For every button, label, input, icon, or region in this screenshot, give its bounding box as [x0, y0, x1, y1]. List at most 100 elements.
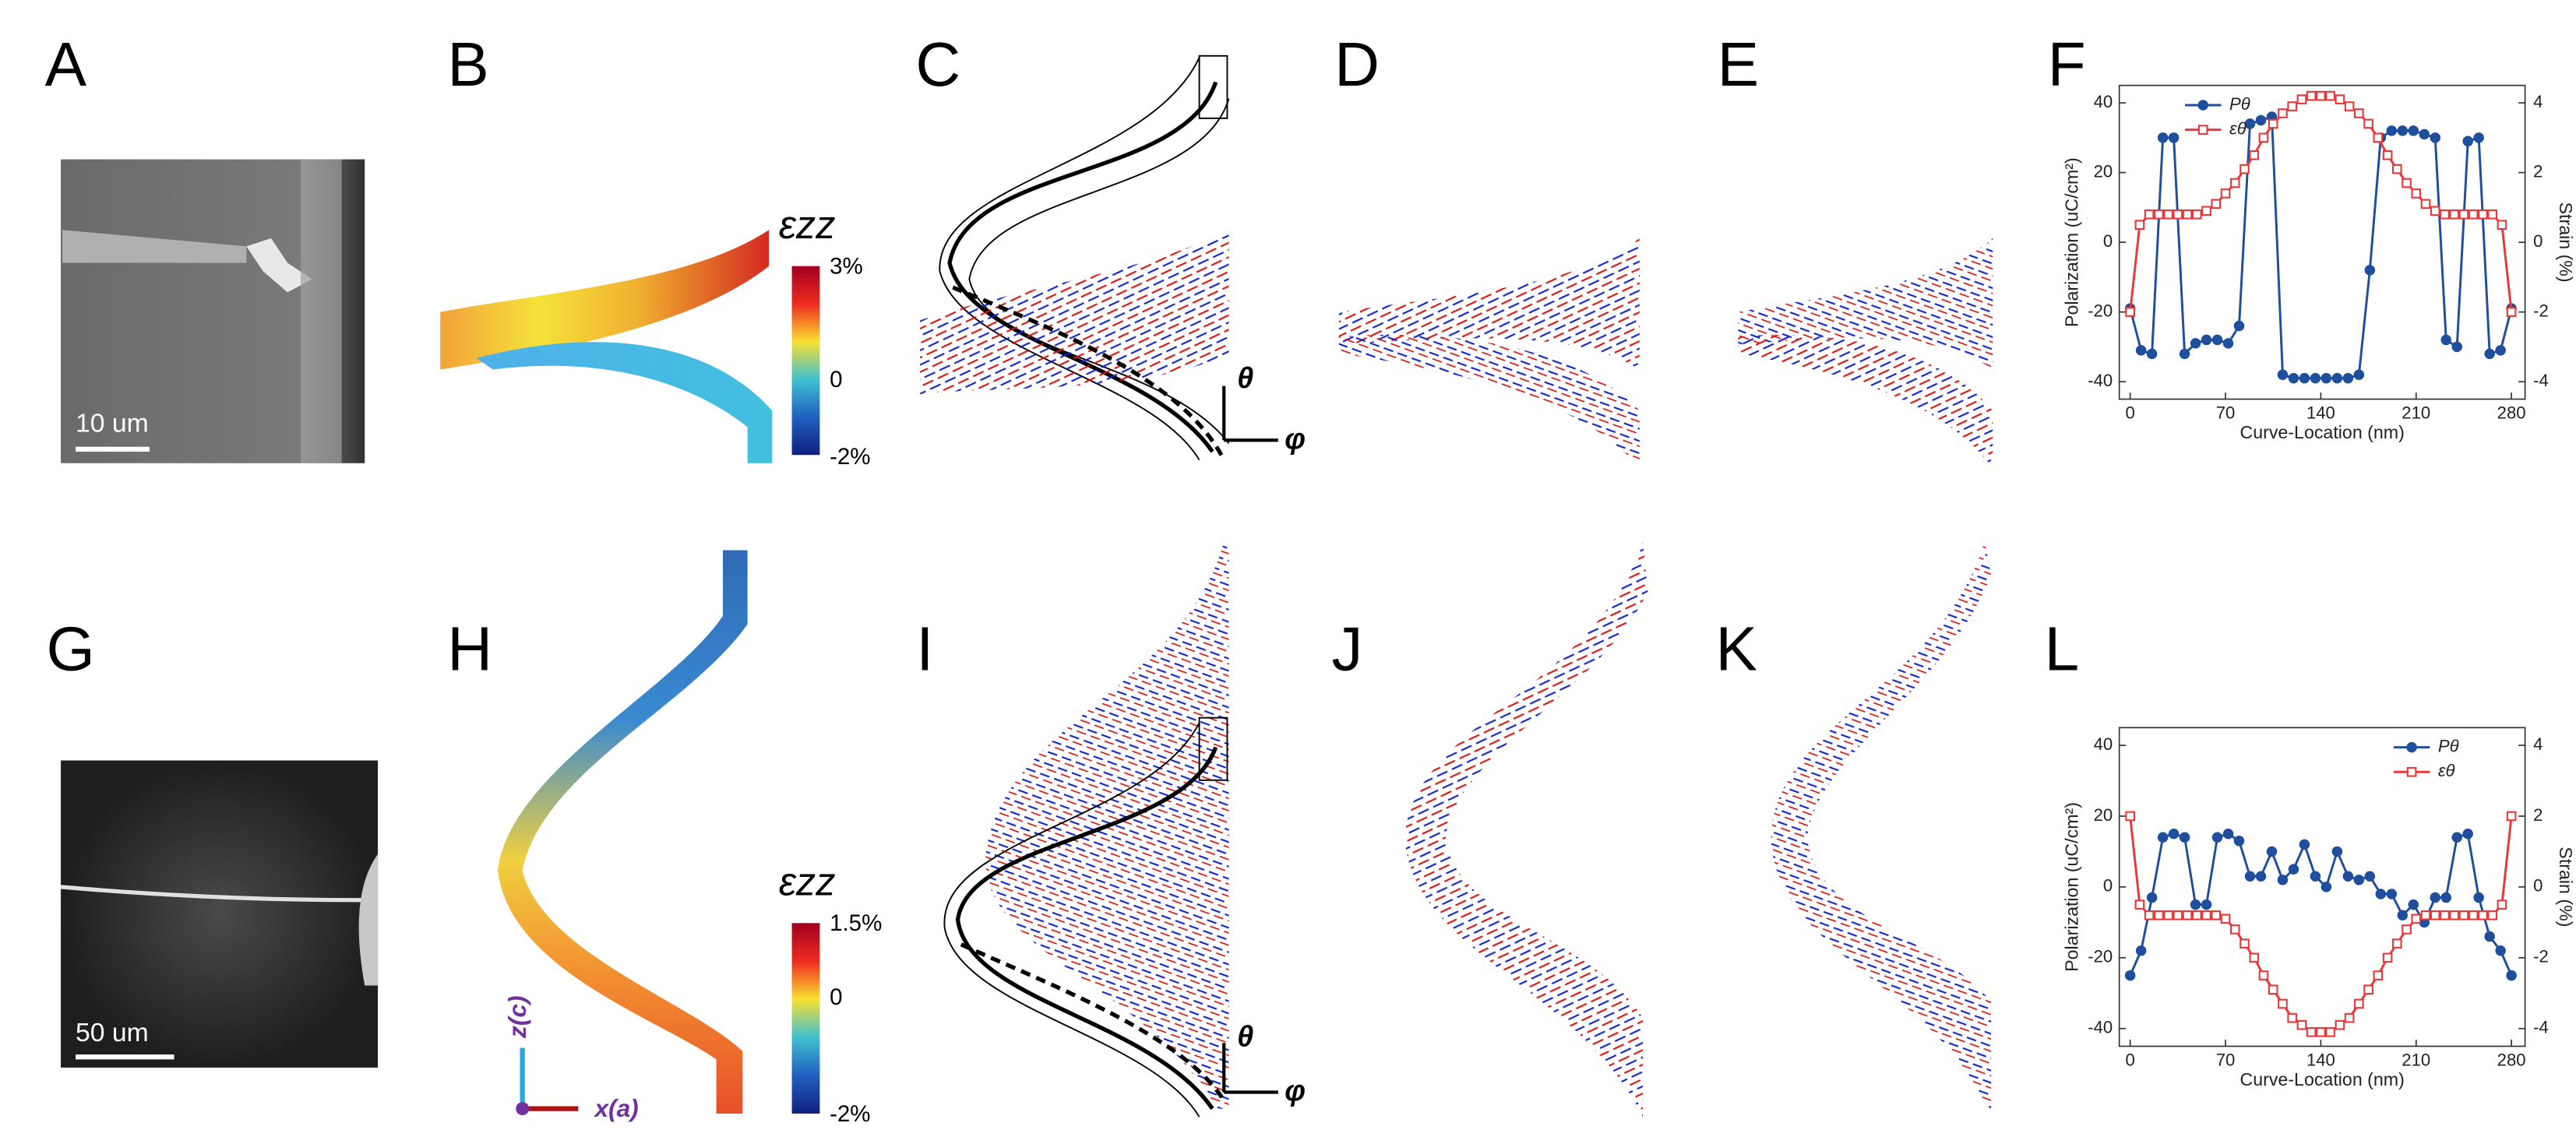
y-tick-label: -20: [2088, 947, 2113, 966]
marker: [2484, 931, 2495, 942]
x-axis-label: Curve-Location (nm): [2239, 422, 2404, 442]
marker: [2288, 864, 2299, 875]
marker: [2397, 125, 2409, 136]
ribbon: [476, 342, 773, 463]
vector-axis-label: φ: [1284, 423, 1306, 456]
marker: [2316, 90, 2326, 101]
panel-label: B: [447, 29, 488, 99]
marker: [2373, 132, 2384, 143]
marker: [2506, 811, 2517, 822]
marker: [2458, 910, 2469, 920]
colorbar-label: 1.5%: [830, 910, 882, 936]
vector-axis-label: θ: [1237, 1020, 1253, 1053]
x-tick-label: 280: [2497, 1050, 2526, 1069]
marker: [2134, 899, 2145, 910]
y-tick-label: -40: [2088, 1018, 2113, 1037]
marker: [2342, 871, 2354, 882]
marker: [2411, 913, 2422, 924]
colorbar: [791, 923, 820, 1114]
y-tick-label: 40: [2094, 734, 2113, 754]
scale-bar: [76, 1054, 174, 1060]
y2-axis-label: Strain (%): [2556, 202, 2576, 283]
series-line: [2129, 114, 2513, 380]
marker: [2306, 1026, 2317, 1037]
marker: [2299, 839, 2310, 850]
marker: [2255, 871, 2267, 882]
marker: [2335, 1019, 2345, 1030]
y-tick-label: 20: [2094, 805, 2113, 825]
marker: [2173, 910, 2183, 920]
marker: [2506, 307, 2517, 317]
y-tick-label: 40: [2094, 92, 2113, 111]
marker: [2190, 338, 2201, 349]
panel-d: [1338, 238, 1640, 469]
marker: [2449, 910, 2460, 920]
marker: [2154, 209, 2164, 220]
marker: [2211, 199, 2222, 209]
marker: [2233, 836, 2245, 847]
y-tick-label: -40: [2088, 371, 2113, 390]
marker: [2135, 945, 2147, 956]
marker: [2278, 998, 2288, 1009]
x-axis-label: Curve-Location (nm): [2239, 1069, 2404, 1089]
y-tick-label: 0: [2103, 876, 2113, 896]
marker: [2233, 320, 2245, 332]
axis-label: x(a): [593, 1094, 638, 1122]
helix-outline: [939, 57, 1200, 461]
marker: [2258, 970, 2269, 980]
marker: [2277, 875, 2289, 885]
marker: [2402, 924, 2412, 935]
colorbar-label: 0: [830, 367, 842, 392]
y2-tick-label: -4: [2533, 371, 2549, 390]
x-tick-label: 70: [2216, 1050, 2236, 1069]
y2-tick-label: 4: [2533, 734, 2543, 754]
panel-i: [943, 542, 1278, 1118]
marker: [2144, 209, 2155, 220]
marker: [2430, 910, 2440, 920]
marker: [2239, 164, 2250, 174]
marker: [2222, 828, 2234, 840]
marker: [2124, 970, 2136, 981]
nanowire: [60, 885, 361, 903]
marker: [2487, 209, 2497, 220]
marker: [2331, 846, 2343, 857]
marker: [2201, 910, 2211, 920]
axis-origin: [516, 1102, 530, 1116]
marker: [2310, 871, 2321, 882]
panel-label: H: [447, 614, 492, 684]
marker: [2478, 910, 2488, 920]
legend-label: εθ: [2438, 761, 2455, 780]
marker: [2173, 209, 2183, 220]
polarization-vectors: [1338, 334, 1640, 469]
marker: [2353, 369, 2365, 380]
marker: [2364, 871, 2376, 882]
y2-tick-label: -2: [2533, 301, 2549, 320]
marker: [2249, 952, 2260, 963]
polarization-vectors: [1771, 542, 1992, 1118]
marker: [2451, 341, 2462, 353]
panel-k: [1771, 542, 1992, 1118]
marker: [2402, 178, 2412, 188]
marker: [2201, 334, 2212, 346]
marker: [2363, 118, 2373, 129]
marker: [2163, 910, 2173, 920]
marker: [2146, 348, 2158, 360]
marker: [2191, 209, 2202, 220]
marker: [2287, 101, 2298, 111]
marker: [2420, 199, 2431, 209]
marker: [2229, 924, 2240, 935]
charts: 0 70 140 210 280-40-2002040-4-2024Curve-Loca…: [2062, 84, 2576, 1089]
marker: [2288, 372, 2299, 384]
marker: [2182, 910, 2193, 920]
y2-axis-label: Strain (%): [2556, 847, 2576, 927]
marker: [2190, 899, 2201, 910]
marker: [2391, 164, 2402, 174]
marker: [2182, 209, 2193, 220]
marker: [2495, 945, 2506, 956]
marker: [2473, 892, 2484, 903]
legend-marker: [2406, 766, 2417, 777]
scale-label: 50 um: [76, 1018, 149, 1047]
marker: [2134, 220, 2145, 231]
marker: [2506, 970, 2517, 981]
